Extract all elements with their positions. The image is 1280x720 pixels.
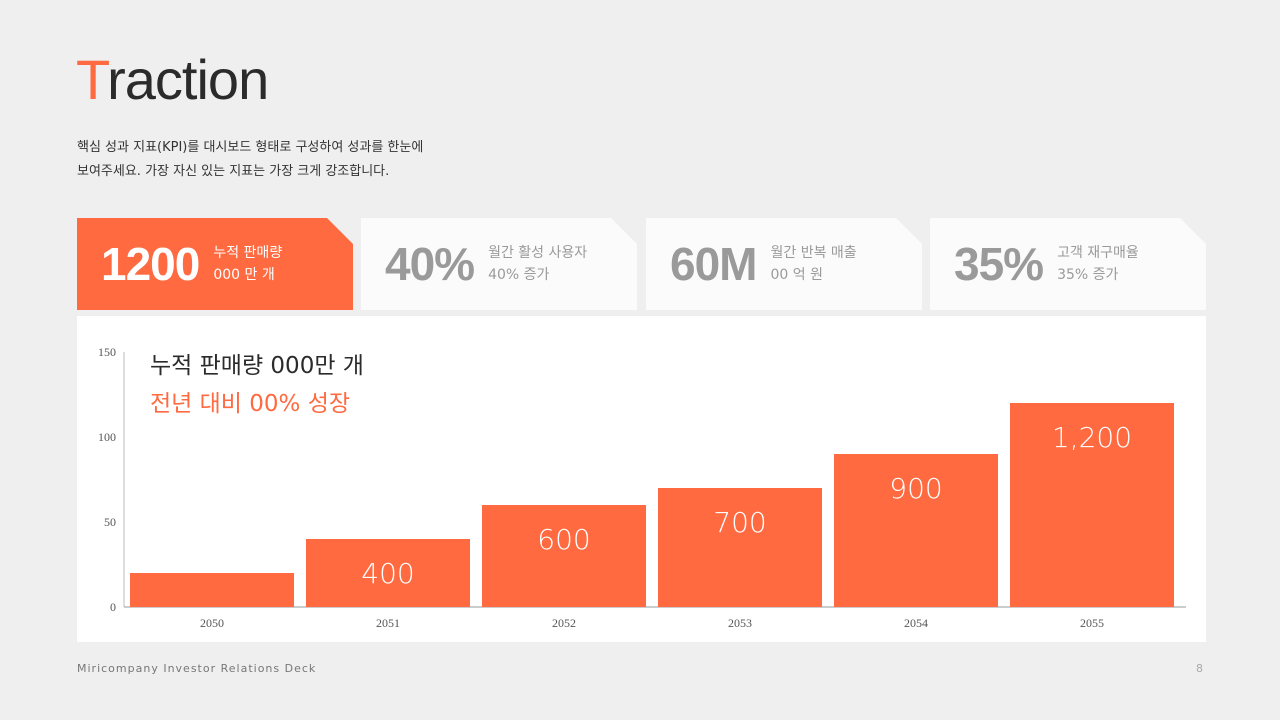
kpi-card-mau: 40% 월간 활성 사용자 40% 증가 [361,218,637,310]
kpi-card-repurchase: 35% 고객 재구매율 35% 증가 [930,218,1206,310]
chart-headline: 누적 판매량 000만 개 [150,353,364,379]
kpi-value: 60M [670,238,757,290]
chart-growth-headline: 전년 대비 00% 성장 [150,391,351,417]
kpi-value: 1200 [101,238,200,290]
chart-bar [1010,403,1174,607]
chart-bar [834,454,998,607]
kpi-label: 월간 반복 매출 [770,245,857,261]
description-line-2: 보여주세요. 가장 자신 있는 지표는 가장 크게 강조합니다. [77,164,390,179]
chart-bar [130,573,294,607]
bar-data-label: 400 [361,557,414,590]
slide-title: Traction [76,52,269,108]
kpi-card-sales: 1200 누적 판매량 000 만 개 [77,218,353,310]
kpi-card-mrr: 60M 월간 반복 매출 00 억 원 [646,218,922,310]
kpi-detail: 40% 증가 [488,267,550,283]
title-accent-letter: T [76,48,108,111]
kpi-detail: 000 만 개 [213,267,275,283]
bar-data-label: 700 [713,506,766,539]
x-tick-label: 2052 [552,616,576,630]
y-tick-label: 0 [110,600,116,614]
kpi-detail: 35% 증가 [1057,267,1119,283]
chart-bar [306,539,470,607]
bar-data-label: 900 [889,472,942,505]
footer-deck-name: Miricompany Investor Relations Deck [77,662,317,675]
y-tick-label: 100 [98,430,116,444]
kpi-label: 월간 활성 사용자 [488,245,588,261]
x-tick-label: 2053 [728,616,752,630]
x-tick-label: 2050 [200,616,224,630]
x-tick-label: 2051 [376,616,400,630]
title-rest: raction [107,48,269,111]
kpi-value: 40% [385,238,475,290]
kpi-label: 고객 재구매율 [1057,245,1139,261]
bar-data-label: 600 [537,523,590,556]
page-number: 8 [1196,662,1203,675]
x-tick-label: 2055 [1080,616,1104,630]
kpi-label: 누적 판매량 [213,245,283,261]
description-line-1: 핵심 성과 지표(KPI)를 대시보드 형태로 구성하여 성과를 한눈에 [77,140,424,155]
kpi-value: 35% [954,238,1044,290]
slide-description: 핵심 성과 지표(KPI)를 대시보드 형태로 구성하여 성과를 한눈에 보여주… [77,136,423,184]
y-tick-label: 150 [98,345,116,359]
bar-data-label: 1,200 [1052,421,1132,454]
y-tick-label: 50 [104,515,116,529]
chart-bar [482,505,646,607]
kpi-detail: 00 억 원 [770,267,823,283]
chart-bar [658,488,822,607]
x-tick-label: 2054 [904,616,928,630]
